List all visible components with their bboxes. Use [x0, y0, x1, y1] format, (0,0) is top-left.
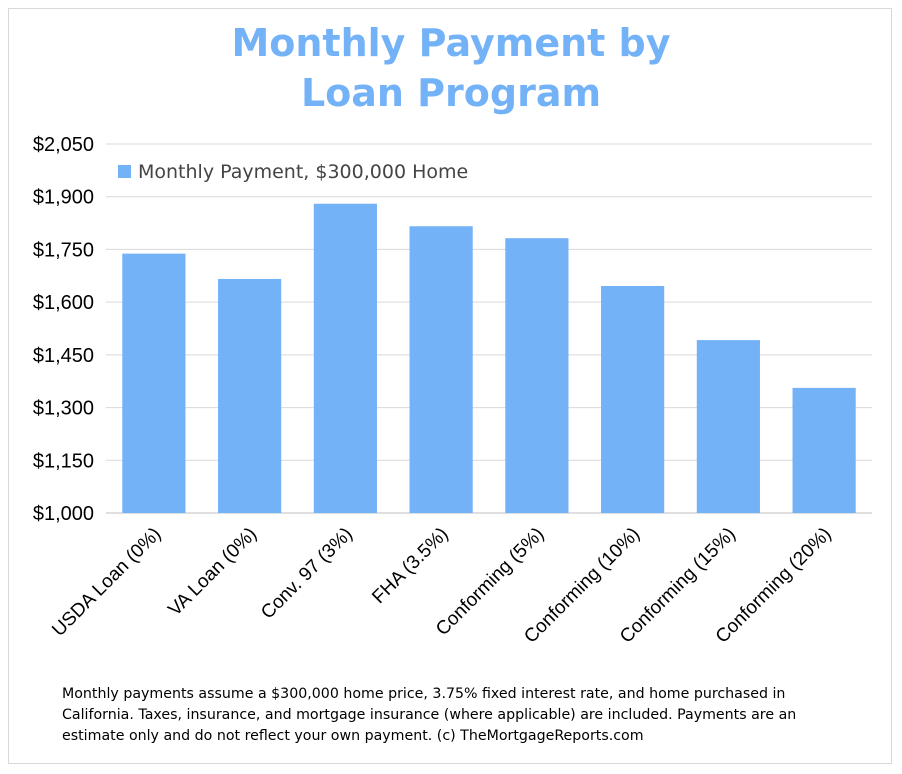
y-tick-label: $1,450: [33, 345, 94, 367]
x-tick-label: USDA Loan (0%): [48, 524, 165, 641]
x-tick-label: VA Loan (0%): [164, 524, 261, 621]
bar: [601, 285, 665, 513]
y-tick-label: $1,000: [33, 503, 94, 525]
y-tick-label: $1,900: [33, 187, 94, 209]
chart-title-line-1: Monthly Payment by: [231, 21, 671, 65]
legend: Monthly Payment, $300,000 Home: [118, 161, 468, 183]
bar: [792, 387, 856, 513]
y-tick-label: $1,150: [33, 450, 94, 472]
bar: [696, 340, 760, 513]
chart-title-line-2: Loan Program: [300, 71, 602, 115]
x-tick-label: Conv. 97 (3%): [257, 524, 357, 624]
x-tick-label: FHA (3.5%): [368, 524, 452, 608]
footnote: Monthly payments assume a $300,000 home …: [62, 686, 797, 744]
legend-swatch: [118, 165, 131, 178]
bar: [218, 278, 282, 513]
y-tick-label: $1,750: [33, 239, 94, 261]
y-tick-label: $2,050: [33, 134, 94, 156]
bar: [409, 226, 473, 513]
bars: [122, 203, 856, 513]
x-axis: USDA Loan (0%)VA Loan (0%)Conv. 97 (3%) F…: [48, 524, 835, 648]
y-axis: $1,000 $1,150 $1,300 $1,450 $1,600 $1,750 $1,9…: [33, 134, 94, 525]
bar: [505, 238, 569, 513]
legend-label: Monthly Payment, $300,000 Home: [138, 161, 468, 183]
chart-title: Monthly Payment by Loan Program: [0, 18, 902, 118]
bar: [122, 253, 186, 513]
y-tick-label: $1,600: [33, 292, 94, 314]
y-tick-label: $1,300: [33, 398, 94, 420]
bar: [313, 203, 377, 513]
